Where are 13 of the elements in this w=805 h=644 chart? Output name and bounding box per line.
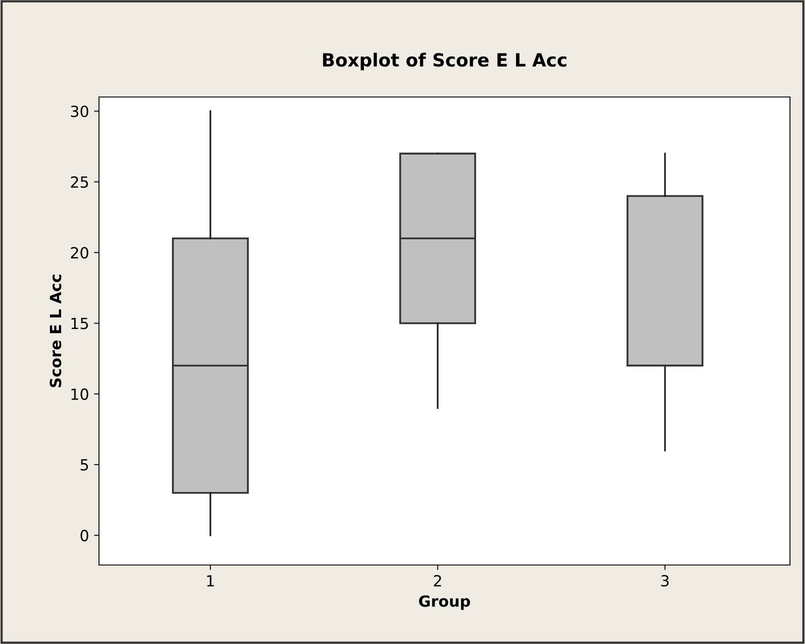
y-tick-label: 15 bbox=[72, 318, 88, 330]
y-tick-label: 5 bbox=[80, 459, 88, 471]
y-tick-label: 20 bbox=[70, 246, 88, 259]
x-tick-label: 3 bbox=[661, 574, 669, 587]
y-tick-label: 30 bbox=[71, 106, 88, 118]
x-tick-label: 1 bbox=[207, 575, 214, 586]
x-tick-label: 2 bbox=[434, 574, 442, 586]
x-axis-title: Group bbox=[419, 595, 470, 610]
y-tick-label: 0 bbox=[80, 530, 88, 542]
chart-title: Boxplot of Score E L Acc bbox=[323, 52, 566, 70]
y-axis-title: Score E L Acc bbox=[50, 274, 62, 388]
y-tick-label: 25 bbox=[70, 176, 88, 188]
y-tick-label: 10 bbox=[72, 388, 88, 400]
